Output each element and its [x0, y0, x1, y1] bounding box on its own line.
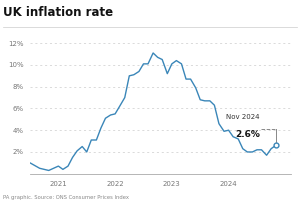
Text: PA graphic. Source: ONS Consumer Prices Index: PA graphic. Source: ONS Consumer Prices …: [3, 195, 129, 200]
Text: UK inflation rate: UK inflation rate: [3, 6, 113, 19]
Text: Nov 2024: Nov 2024: [226, 114, 260, 120]
Text: 2.6%: 2.6%: [235, 130, 260, 139]
